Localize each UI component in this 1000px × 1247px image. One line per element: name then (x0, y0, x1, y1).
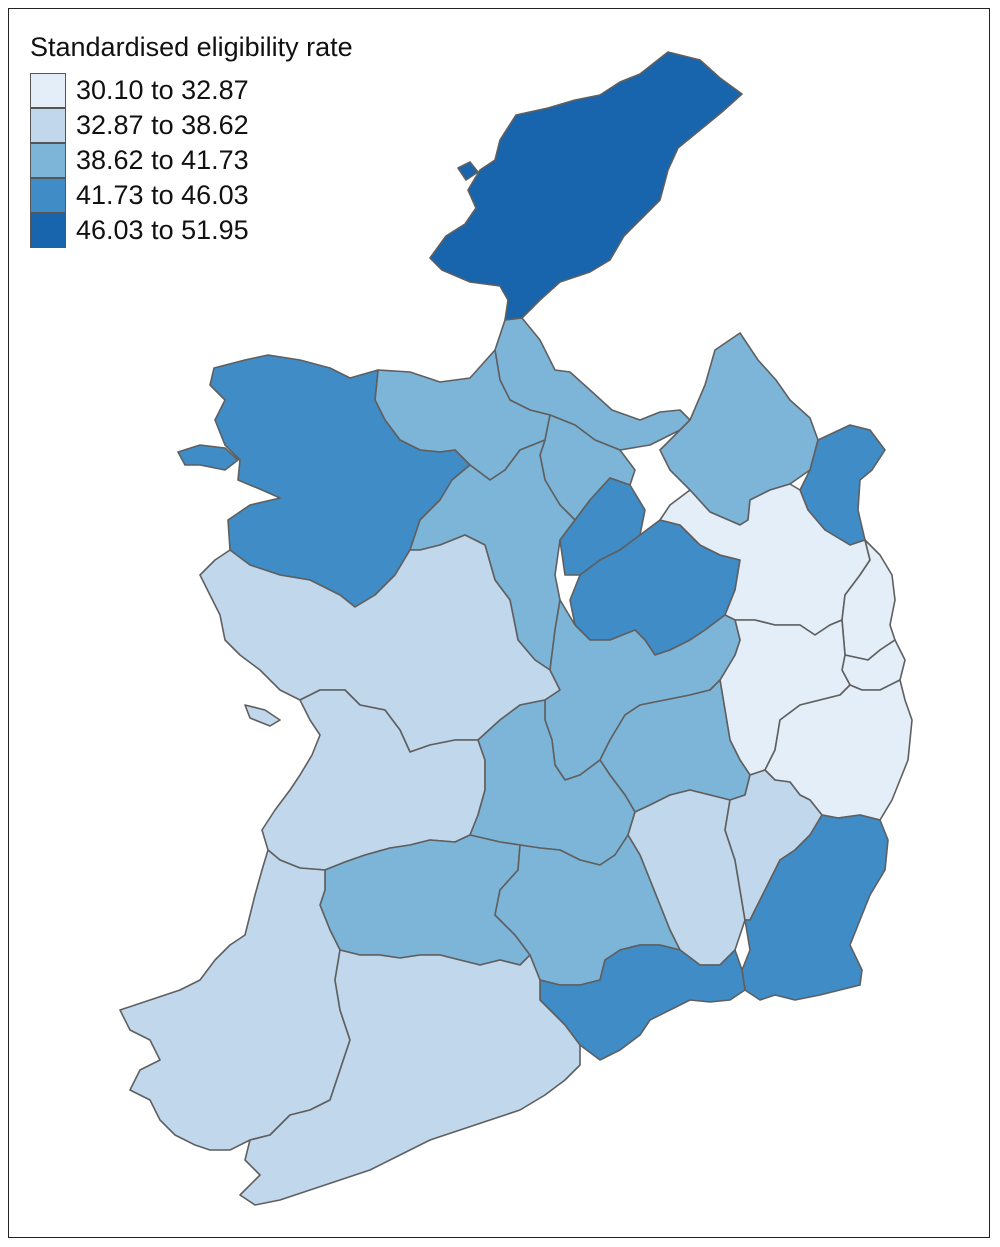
legend-label: 30.10 to 32.87 (76, 75, 249, 105)
legend: Standardised eligibility rate 30.10 to 3… (30, 32, 353, 248)
legend-title: Standardised eligibility rate (30, 32, 353, 62)
legend-swatch (30, 212, 66, 248)
legend-item: 38.62 to 41.73 (30, 142, 353, 178)
legend-swatch (30, 177, 66, 213)
region-kerry (119, 849, 351, 1151)
legend-item: 30.10 to 32.87 (30, 72, 353, 108)
island-achill (177, 444, 239, 471)
legend-swatch (30, 107, 66, 143)
legend-item: 32.87 to 38.62 (30, 107, 353, 143)
legend-label: 41.73 to 46.03 (76, 180, 249, 210)
region-waterford (539, 944, 746, 1061)
legend-label: 38.62 to 41.73 (76, 145, 249, 175)
legend-swatch (30, 72, 66, 108)
legend-item: 41.73 to 46.03 (30, 177, 353, 213)
region-wexford (741, 814, 889, 1001)
legend-label: 32.87 to 38.62 (76, 110, 249, 140)
region-donegal (429, 51, 743, 321)
legend-swatch (30, 142, 66, 178)
legend-label: 46.03 to 51.95 (76, 215, 249, 245)
region-cork (239, 949, 581, 1206)
legend-item: 46.03 to 51.95 (30, 212, 353, 248)
island-aran (244, 704, 281, 727)
legend-items: 30.10 to 32.87 32.87 to 38.62 38.62 to 41.… (30, 72, 353, 248)
island-arranmore (457, 161, 479, 181)
